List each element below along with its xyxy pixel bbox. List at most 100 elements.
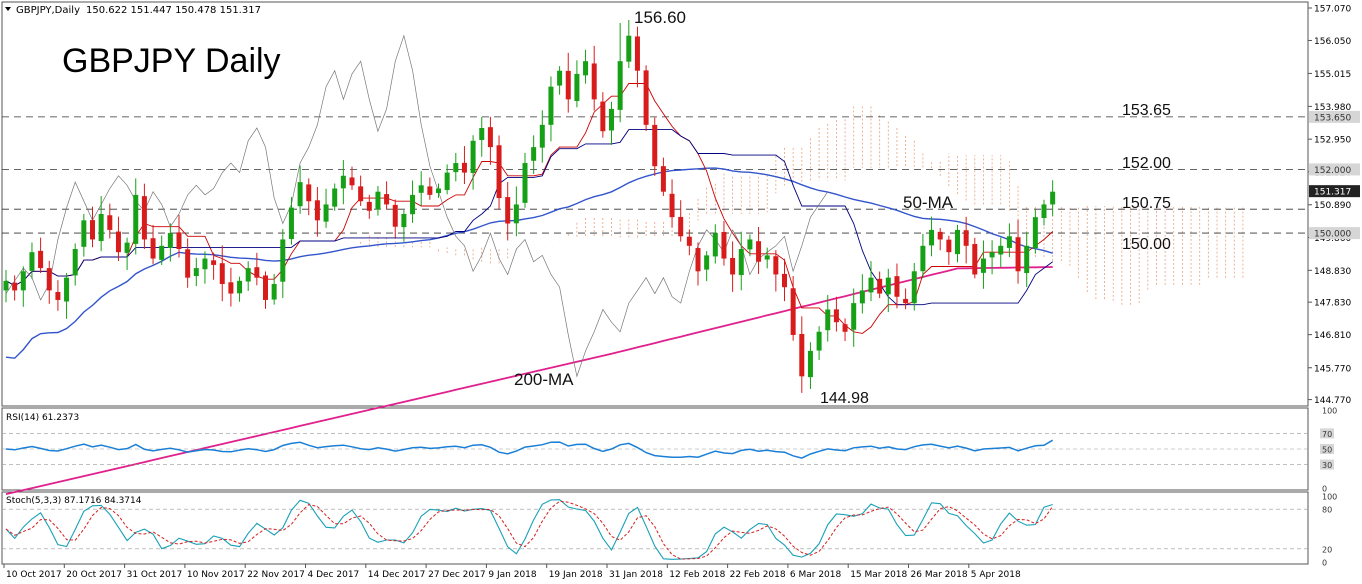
price-tag-label: 150.000: [1314, 230, 1351, 240]
candle-body: [193, 268, 199, 277]
candle-body: [704, 255, 710, 270]
candle-body: [271, 284, 277, 300]
price-tick-label: 153.980: [1314, 103, 1351, 113]
time-tick-label: 22 Nov 2017: [247, 570, 305, 580]
candle-body: [678, 216, 684, 237]
candle-body: [799, 333, 805, 377]
price-tick-label: 150.890: [1314, 201, 1351, 211]
candle-body: [185, 249, 191, 278]
candle-body: [929, 229, 935, 246]
candle-body: [436, 188, 441, 194]
candle-body: [1024, 245, 1030, 273]
candle-body: [946, 239, 952, 253]
candle-body: [747, 239, 753, 250]
candle-body: [306, 184, 312, 202]
candle-body: [773, 256, 779, 275]
price-tick-label: 155.015: [1314, 70, 1351, 80]
candle-body: [513, 204, 519, 224]
candle-body: [833, 309, 839, 323]
candle-body: [133, 194, 139, 244]
candle-body: [807, 350, 813, 378]
candle-body: [643, 70, 649, 125]
price-tag-bg: [1309, 163, 1360, 176]
level-label-153-65: 153.65: [1122, 102, 1171, 119]
candle-body: [669, 193, 675, 218]
candle-body: [245, 268, 251, 282]
candle-body: [617, 61, 623, 110]
rsi-tag-bg: [1320, 459, 1334, 470]
candle-body: [712, 233, 718, 257]
annotation-ma50: 50-MA: [903, 193, 954, 212]
candle-body: [150, 238, 156, 259]
candle-body: [496, 145, 502, 199]
candle-body: [81, 220, 87, 247]
rsi-line: [5, 439, 1054, 459]
stoch-panel: 100 80 20 0: [2, 493, 1337, 568]
candle-body: [461, 162, 467, 173]
candle-body: [660, 166, 666, 192]
candle-body: [565, 70, 571, 100]
stoch-label: Stoch(5,3,3) 87.1716 84.3714: [6, 496, 142, 506]
candle-body: [885, 277, 891, 295]
time-axis: 10 Oct 2017 20 Oct 2017 31 Oct 2017 10 Nov …: [3, 564, 1021, 580]
candle-body: [955, 229, 960, 255]
candle-body: [401, 213, 407, 228]
candle-body: [583, 61, 589, 76]
price-tick-label: 144.770: [1314, 396, 1351, 406]
level-label-150-00: 150.00: [1122, 236, 1171, 253]
candle-body: [911, 271, 917, 304]
candle-body: [609, 108, 614, 131]
candle-body: [963, 230, 969, 246]
time-tick-label: 27 Dec 2017: [428, 570, 486, 580]
candle-body: [487, 127, 493, 148]
candle-body: [427, 186, 433, 195]
annotation-high: 156.60: [634, 8, 686, 27]
candle-body: [695, 248, 701, 272]
price-tick-label: 146.810: [1314, 331, 1351, 341]
candle-body: [444, 172, 450, 191]
time-tick-label: 15 Mar 2018: [850, 570, 907, 580]
candle-body: [816, 331, 822, 351]
candle-body: [64, 277, 70, 302]
candle-body: [392, 204, 398, 227]
price-panel-frame: [1, 1, 1309, 407]
candle-body: [141, 196, 147, 240]
rsi-tick-label: 70: [1322, 430, 1332, 439]
time-tick-label: 9 Jan 2018: [488, 570, 536, 580]
candle-body: [574, 73, 580, 102]
candle-body: [998, 245, 1004, 255]
candle-body: [531, 147, 537, 161]
rsi-label: RSI(14) 61.2373: [6, 413, 79, 423]
ichimoku-cloud: [360, 106, 1244, 305]
candle-body: [167, 233, 173, 248]
price-tag-label: 151.317: [1314, 188, 1351, 198]
candle-body: [366, 201, 372, 211]
price-tick-label: 157.070: [1314, 5, 1351, 15]
candle-body: [652, 124, 658, 167]
ohlc-header: 150.622 151.447 150.478 151.317: [86, 5, 261, 16]
candle-body: [738, 249, 744, 276]
rsi-panel: 100 70 50 30 0: [2, 407, 1337, 494]
candle-body: [548, 86, 554, 125]
price-tag-bg: [1309, 185, 1360, 198]
candle-body: [825, 309, 831, 331]
candle-body: [20, 271, 26, 291]
price-tag-bg: [1309, 227, 1360, 240]
candle-body: [505, 197, 511, 224]
candle-body: [1032, 217, 1038, 249]
time-tick-label: 22 Feb 2018: [730, 570, 786, 580]
time-tick-label: 31 Oct 2017: [127, 570, 183, 580]
candle-body: [721, 231, 727, 259]
indicator-lines: [5, 34, 1054, 495]
rsi-tag-bg: [1320, 428, 1334, 439]
symbol-header: GBPJPY,Daily: [16, 5, 80, 16]
stoch-signal-line: [5, 500, 1054, 560]
candle-body: [877, 278, 883, 294]
candle-body: [176, 232, 182, 250]
candle-body: [38, 250, 44, 269]
candle-body: [591, 63, 597, 100]
rsi-tick-label: 50: [1322, 446, 1332, 455]
tenkan-line: [5, 83, 1054, 334]
candle-body: [72, 249, 78, 276]
candle-body: [479, 128, 485, 140]
